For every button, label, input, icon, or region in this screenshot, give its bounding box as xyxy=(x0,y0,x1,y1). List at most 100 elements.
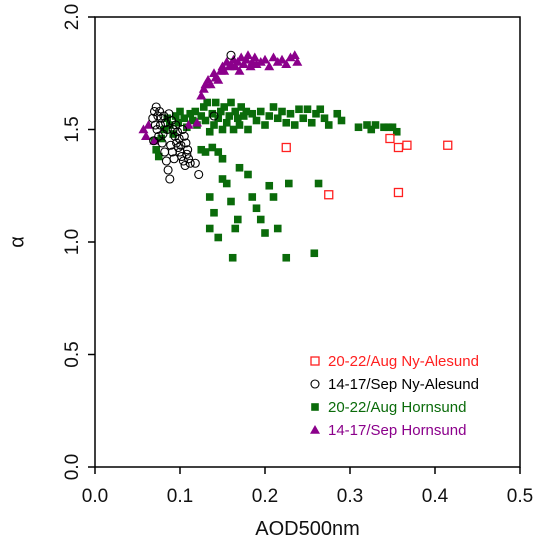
data-point xyxy=(218,175,227,183)
data-point xyxy=(261,121,269,129)
data-point xyxy=(244,125,252,134)
data-point xyxy=(176,140,186,150)
legend-entry: 20-22/Aug Ny-Alesund xyxy=(328,353,479,370)
data-point xyxy=(234,114,242,123)
data-point xyxy=(226,50,236,60)
data-point xyxy=(172,138,182,148)
data-point xyxy=(141,131,151,140)
data-point xyxy=(281,142,291,153)
data-point xyxy=(174,118,183,127)
data-point xyxy=(157,134,166,143)
data-point xyxy=(213,75,224,84)
data-point xyxy=(265,112,274,120)
data-point xyxy=(214,148,223,156)
data-point xyxy=(255,57,266,66)
data-point xyxy=(285,52,296,62)
data-point xyxy=(192,117,202,127)
data-point xyxy=(234,66,245,75)
axes: 0.0 0.1 0.2 0.3 0.4 0.5 0.0 0.5 1.0 1.5 2.0 xyxy=(62,4,533,507)
data-point xyxy=(314,179,323,188)
data-point xyxy=(290,121,299,129)
data-point xyxy=(205,127,214,136)
data-point xyxy=(174,133,184,144)
data-point xyxy=(210,208,218,217)
x-axis-title: AOD500nm xyxy=(255,518,360,540)
data-point xyxy=(289,50,300,59)
data-point xyxy=(239,112,248,120)
data-point xyxy=(161,118,171,128)
data-point xyxy=(227,98,235,107)
data-point xyxy=(393,187,404,198)
data-point xyxy=(282,253,291,262)
data-point xyxy=(277,54,287,64)
x-tick-label: 0.5 xyxy=(507,486,533,507)
data-point xyxy=(248,109,257,118)
data-point xyxy=(316,105,325,114)
data-point xyxy=(208,109,217,118)
data-point xyxy=(167,147,177,157)
data-point xyxy=(251,59,262,68)
data-point xyxy=(269,103,278,111)
plot-area xyxy=(138,50,453,262)
data-point xyxy=(292,57,303,66)
data-point xyxy=(295,105,303,114)
data-point xyxy=(264,61,275,71)
data-point xyxy=(285,179,293,188)
y-tick-label: 0.5 xyxy=(62,341,83,367)
data-point xyxy=(185,158,195,168)
legend-marker xyxy=(311,403,319,411)
x-tick-label: 0.3 xyxy=(337,486,363,507)
data-point xyxy=(208,143,217,152)
data-point xyxy=(235,121,244,129)
y-axis-title: α xyxy=(6,236,28,248)
data-point xyxy=(149,136,159,146)
legend-entry: 14-17/Sep Hornsund xyxy=(328,422,466,439)
x-tick-label: 0.2 xyxy=(252,486,278,507)
data-point xyxy=(197,112,206,120)
data-point xyxy=(367,125,376,134)
data-point xyxy=(159,111,169,121)
data-point xyxy=(172,127,182,137)
data-point xyxy=(191,107,200,116)
y-tick-label: 1.0 xyxy=(62,229,83,255)
data-point xyxy=(183,154,194,164)
data-point xyxy=(190,158,200,168)
data-point xyxy=(176,107,184,116)
data-point xyxy=(256,107,265,116)
data-point xyxy=(235,163,244,172)
data-point xyxy=(261,229,269,237)
series-2 xyxy=(150,98,401,262)
data-point xyxy=(237,103,245,111)
data-point xyxy=(166,121,174,129)
data-point xyxy=(198,84,209,93)
data-point xyxy=(171,112,180,120)
data-point xyxy=(161,156,171,166)
data-point xyxy=(205,224,214,233)
data-point xyxy=(268,52,279,62)
data-point xyxy=(333,109,342,118)
data-point xyxy=(230,61,241,71)
data-point xyxy=(166,140,176,150)
data-point xyxy=(220,103,228,111)
data-point xyxy=(363,121,371,129)
data-point xyxy=(236,52,247,62)
data-point xyxy=(256,215,265,224)
data-point xyxy=(154,152,163,161)
data-point xyxy=(337,116,346,125)
data-point xyxy=(244,170,252,179)
data-point xyxy=(443,140,453,150)
data-point xyxy=(160,147,170,157)
data-point xyxy=(178,124,188,135)
data-point xyxy=(183,145,193,155)
data-point xyxy=(278,107,286,116)
data-point xyxy=(217,107,225,116)
data-point xyxy=(222,179,231,188)
legend-marker xyxy=(310,425,320,434)
data-point xyxy=(218,154,227,163)
data-point xyxy=(241,54,252,64)
data-point xyxy=(354,123,363,132)
x-tick-label: 0.0 xyxy=(82,486,108,507)
y-tick-label: 2.0 xyxy=(62,4,83,30)
data-point xyxy=(157,138,167,148)
